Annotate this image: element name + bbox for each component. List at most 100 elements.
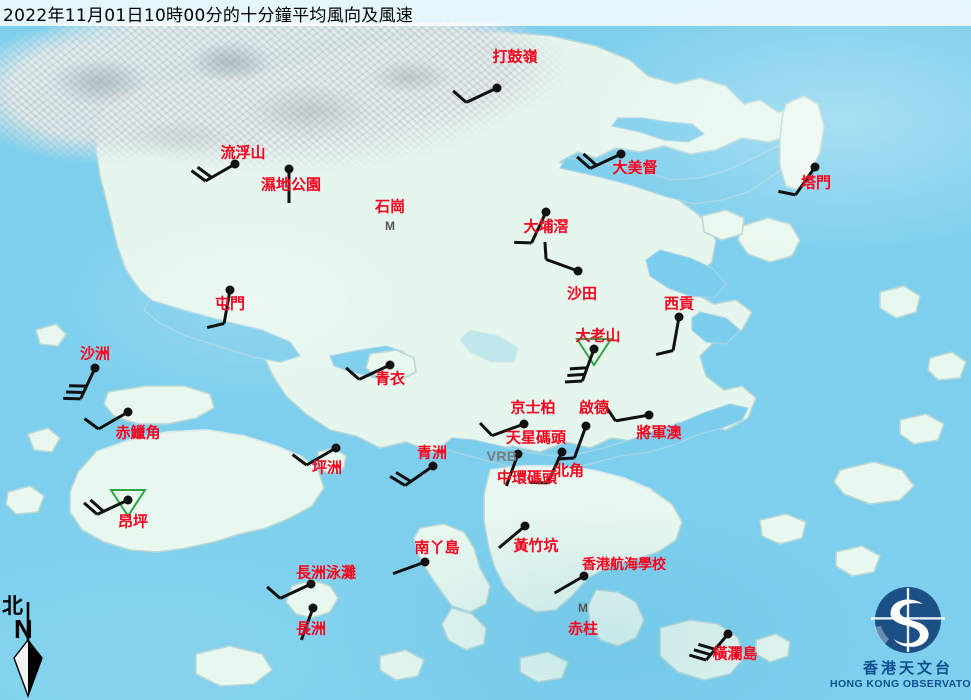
wind-barb-icon: [287, 169, 291, 203]
station-label: 石崗: [374, 197, 406, 216]
hko-emblem-icon: [871, 587, 945, 653]
station-dot[interactable]: [284, 164, 294, 174]
wind-barb-icon: [543, 241, 579, 273]
wind-barb-icon: [504, 453, 520, 487]
station-label: 屯門: [214, 294, 246, 313]
wind-barb-icon: [83, 410, 129, 431]
wind-barb-icon: [392, 560, 426, 576]
station-label: 大老山: [575, 326, 621, 345]
gust-triangle-icon: [575, 338, 613, 367]
station-label: 打鼓嶺: [492, 47, 538, 66]
mainland-china-area: [0, 22, 600, 202]
wind-barb-icon: [556, 425, 588, 461]
wind-barb-icon: [778, 166, 817, 197]
wind-barb-icon: [564, 338, 613, 384]
station-label: 南丫島: [414, 538, 460, 557]
station-dot[interactable]: [541, 207, 551, 217]
station-dot[interactable]: [306, 579, 316, 589]
wind-barb-icon: [291, 446, 337, 467]
wind-barb-icon: [604, 405, 650, 423]
station-label: 長洲: [295, 619, 327, 638]
station-dot[interactable]: [581, 421, 591, 431]
station-dot[interactable]: [308, 603, 318, 613]
station-label: 中環碼頭: [496, 468, 558, 487]
station-dot[interactable]: [225, 285, 235, 295]
station-label: 坪洲: [311, 458, 343, 477]
station-dot[interactable]: [428, 461, 438, 471]
station-label: 赤鱲角: [115, 423, 161, 442]
station-label: 大埔滘: [523, 217, 569, 236]
wind-barb-icon: [63, 367, 97, 401]
compass-needle-icon: [13, 602, 43, 699]
station-variable-marker: VRB: [486, 448, 518, 464]
station-label: 北角: [553, 461, 585, 480]
title-bar: 2022年11月01日10時00分的十分鐘平均風向及風速: [0, 0, 971, 26]
station-label: 黃竹坑: [513, 536, 559, 555]
station-label: 大美督: [612, 158, 658, 177]
station-label: 沙田: [566, 284, 598, 303]
station-dot[interactable]: [90, 363, 100, 373]
station-label: 青衣: [374, 369, 406, 388]
hko-name-en: HONG KONG OBSERVATORY: [830, 678, 971, 690]
wind-barb-icon: [190, 162, 236, 183]
compass-label-cn: 北: [2, 594, 23, 618]
wind-barb-icon: [530, 451, 564, 485]
station-missing-marker: M: [578, 601, 588, 615]
station-dot[interactable]: [573, 266, 583, 276]
wind-barb-icon: [478, 421, 525, 438]
station-dot[interactable]: [519, 419, 529, 429]
station-label: 沙洲: [79, 344, 111, 363]
compass-rose: 北 N: [2, 592, 58, 699]
page-title: 2022年11月01日10時00分的十分鐘平均風向及風速: [3, 5, 414, 26]
wind-barb-icon: [514, 211, 548, 245]
station-dot[interactable]: [420, 557, 430, 567]
station-label: 西貢: [663, 294, 695, 313]
station-dot[interactable]: [230, 159, 240, 169]
station-dot[interactable]: [579, 571, 589, 581]
station-dot[interactable]: [810, 162, 820, 172]
wind-barb-icon: [299, 607, 315, 641]
station-label: 昂坪: [117, 512, 149, 531]
station-label: 橫瀾島: [712, 644, 758, 663]
station-label: 濕地公園: [260, 175, 322, 194]
station-label: 青洲: [416, 443, 448, 462]
wind-barb-icon: [266, 582, 312, 600]
station-dot[interactable]: [385, 360, 395, 370]
station-dot[interactable]: [589, 344, 599, 354]
station-dot[interactable]: [723, 629, 733, 639]
wind-barb-icon: [345, 363, 391, 381]
station-label: 長洲泳灘: [295, 563, 357, 582]
wind-barb-icon: [655, 316, 681, 357]
wind-barb-icon: [389, 464, 434, 487]
wind-barb-icon: [452, 86, 498, 104]
station-label: 塔門: [800, 173, 832, 192]
station-dot[interactable]: [492, 83, 502, 93]
station-dot[interactable]: [513, 449, 523, 459]
station-dot[interactable]: [123, 495, 133, 505]
station-dot[interactable]: [557, 447, 567, 457]
station-label: 流浮山: [220, 143, 266, 162]
hko-name-cn: 香港天文台: [862, 659, 954, 677]
station-label: 天星碼頭: [505, 428, 567, 447]
station-dot[interactable]: [520, 521, 530, 531]
wind-barb-icon: [576, 152, 622, 170]
station-dot[interactable]: [674, 312, 684, 322]
wind-barb-icon: [553, 574, 585, 595]
station-missing-marker: M: [385, 219, 395, 233]
station-dot[interactable]: [331, 443, 341, 453]
hko-logo: 香港天文台 HONG KONG OBSERVATORY: [830, 585, 971, 697]
wind-barb-icon: [688, 633, 730, 662]
station-label: 京士柏: [510, 398, 556, 417]
station-dot[interactable]: [644, 410, 654, 420]
station-dot[interactable]: [616, 149, 626, 159]
wind-barb-icon: [206, 289, 232, 330]
wind-barb-icon: [497, 524, 526, 550]
station-label: 啟德: [578, 398, 610, 417]
station-label: 赤柱: [567, 619, 599, 638]
station-label: 將軍澳: [636, 423, 682, 442]
station-dot[interactable]: [123, 407, 133, 417]
station-label: 香港航海學校: [582, 557, 666, 573]
wind-barb-icon: [83, 489, 147, 518]
